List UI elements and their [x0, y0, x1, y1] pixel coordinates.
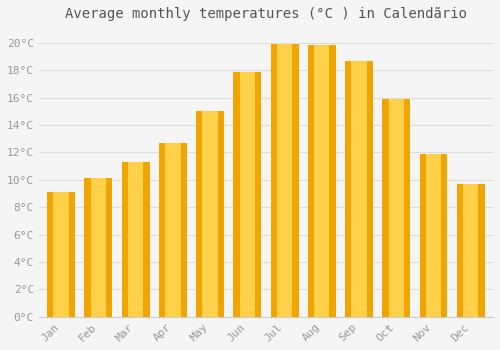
Bar — [420, 154, 448, 317]
Bar — [159, 143, 187, 317]
Bar — [122, 162, 150, 317]
Bar — [308, 46, 336, 317]
Bar — [165, 143, 180, 317]
Bar — [463, 184, 478, 317]
Bar — [84, 178, 112, 317]
Bar — [47, 192, 75, 317]
Bar — [314, 46, 330, 317]
Bar — [240, 71, 255, 317]
Bar — [90, 178, 106, 317]
Bar — [382, 99, 410, 317]
Bar — [388, 99, 404, 317]
Bar — [202, 111, 218, 317]
Bar — [128, 162, 144, 317]
Bar — [457, 184, 484, 317]
Bar — [352, 61, 366, 317]
Bar — [277, 44, 292, 317]
Title: Average monthly temperatures (°C ) in Calendãrio: Average monthly temperatures (°C ) in Ca… — [65, 7, 467, 21]
Bar — [196, 111, 224, 317]
Bar — [54, 192, 69, 317]
Bar — [234, 71, 262, 317]
Bar — [345, 61, 373, 317]
Bar — [426, 154, 441, 317]
Bar — [270, 44, 298, 317]
